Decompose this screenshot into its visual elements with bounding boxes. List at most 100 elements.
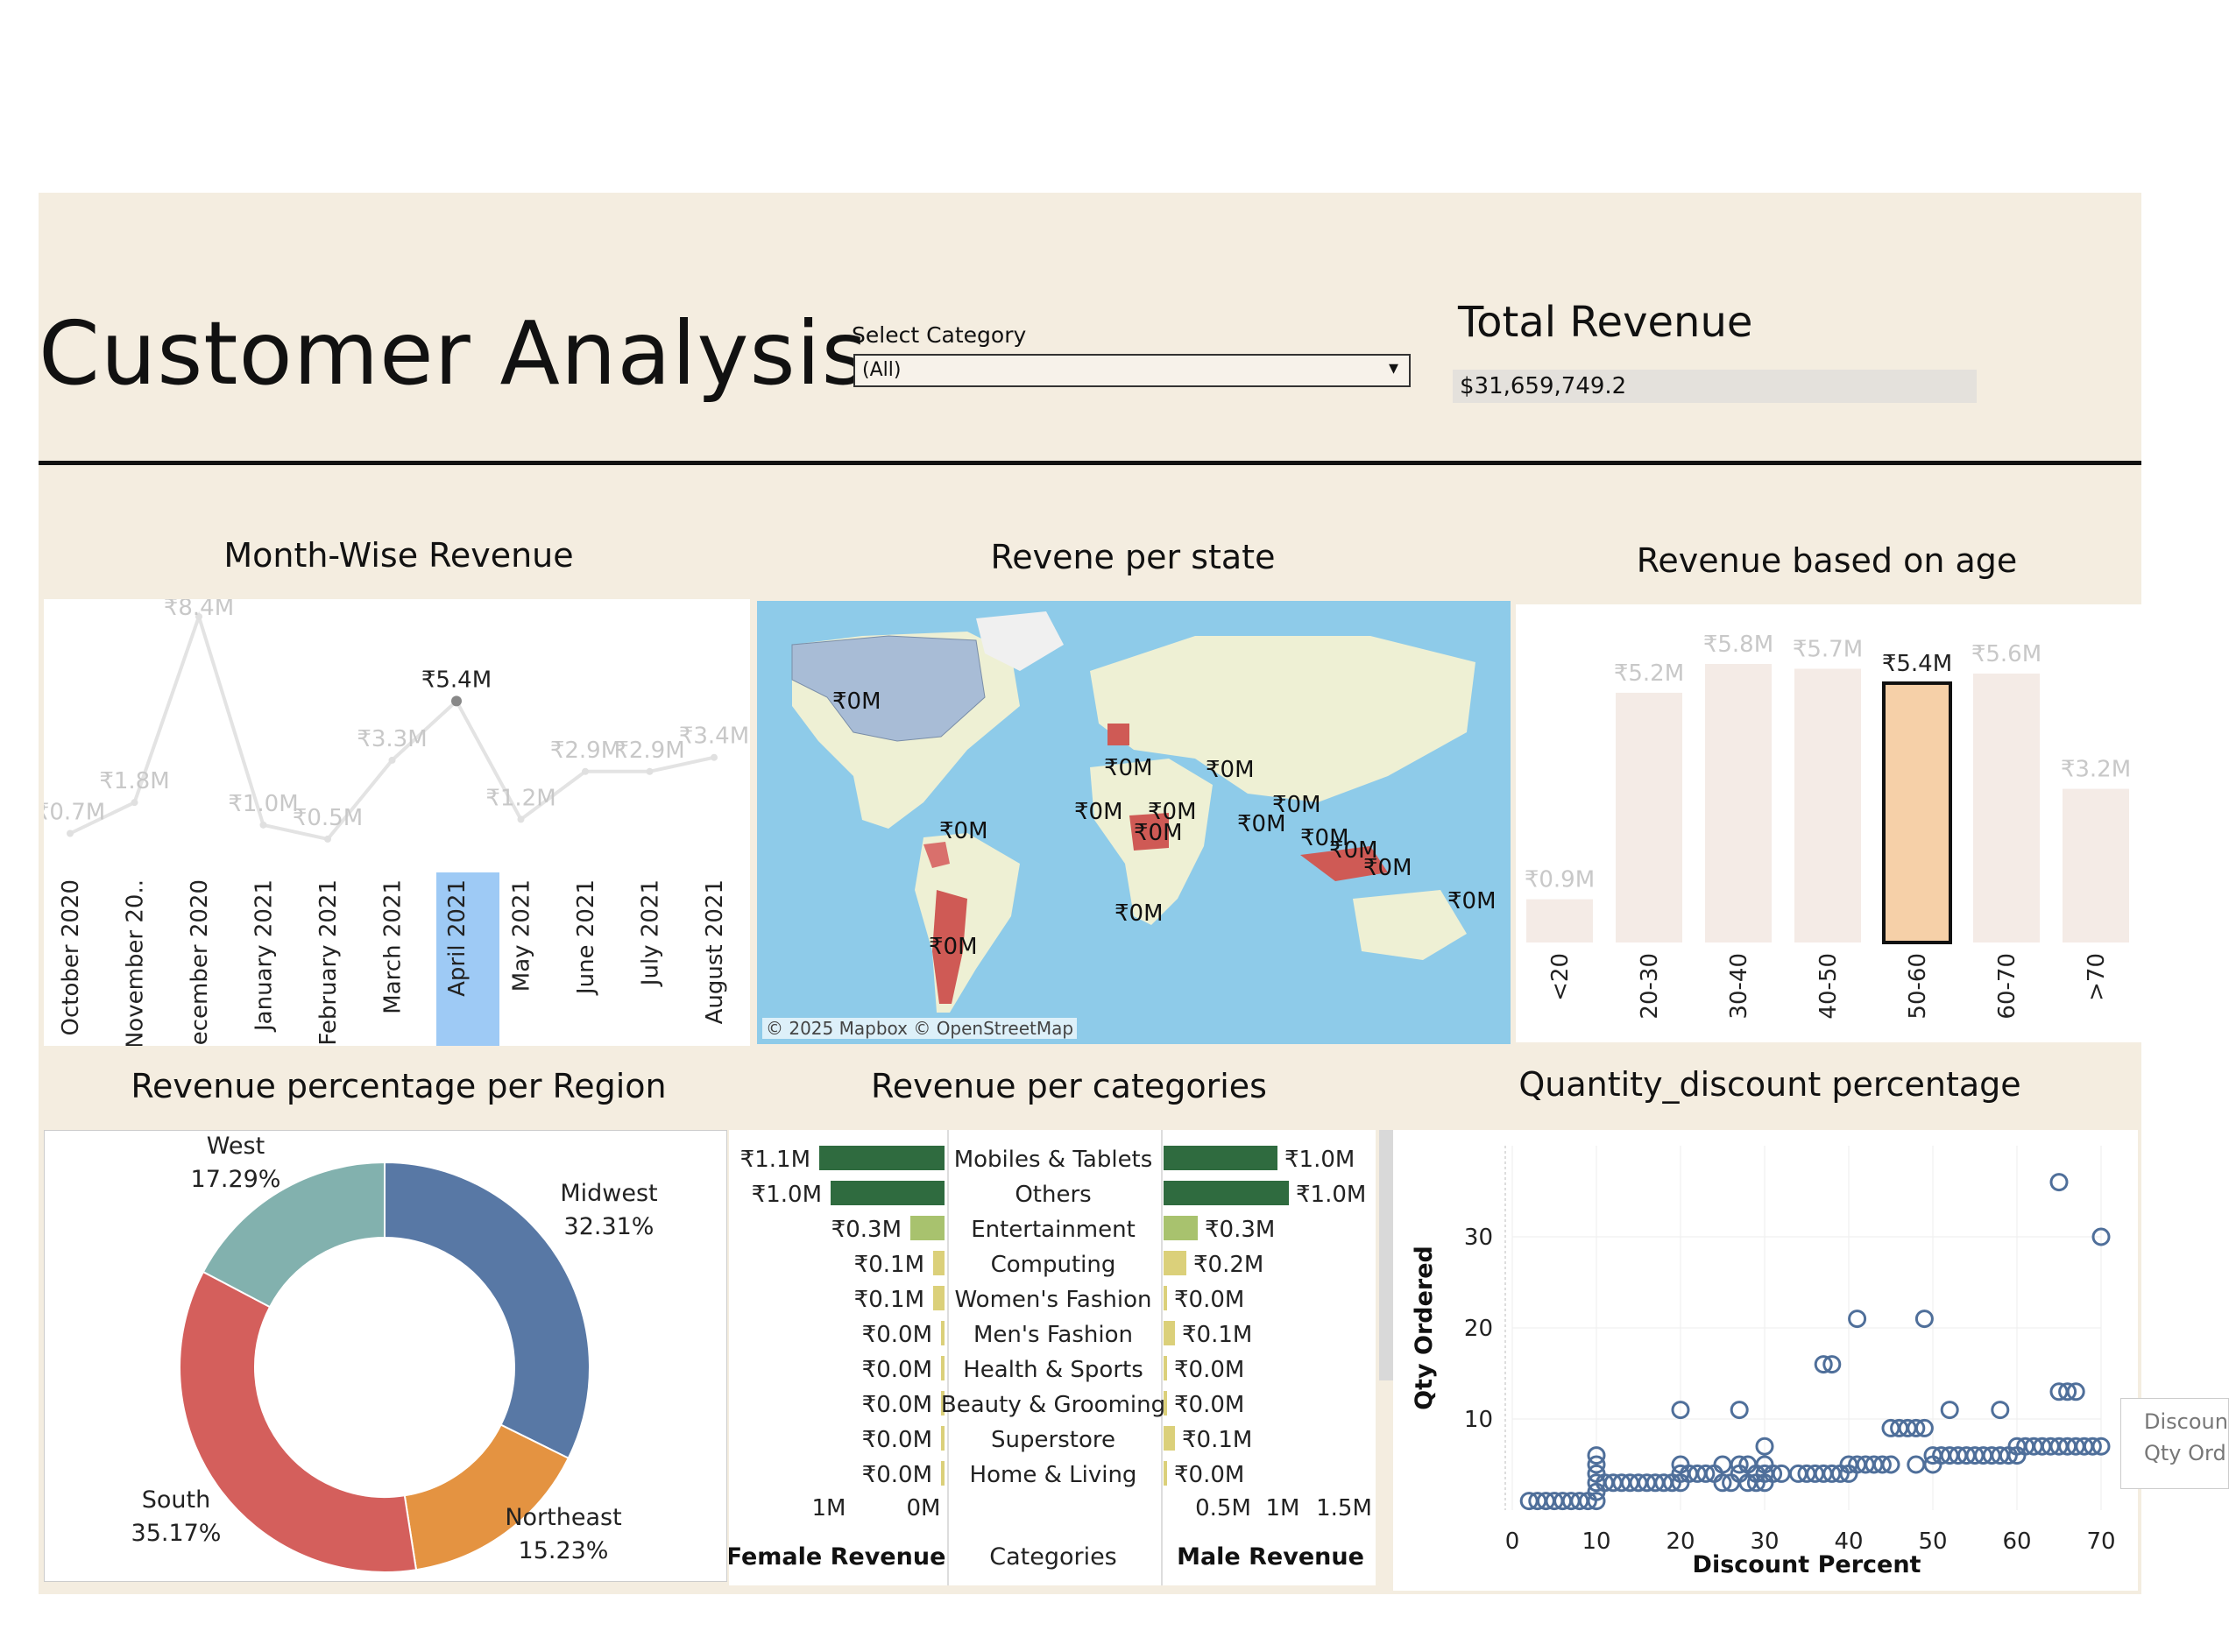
scatter-point[interactable]: [1991, 1401, 2010, 1420]
month-point[interactable]: [195, 613, 202, 620]
scatter-point[interactable]: [1907, 1418, 1926, 1437]
scatter-point[interactable]: [1881, 1455, 1900, 1474]
scatter-point[interactable]: [1848, 1310, 1867, 1329]
female-bar[interactable]: [941, 1426, 945, 1451]
map-attribution[interactable]: © 2025 Mapbox © OpenStreetMap: [762, 1018, 1078, 1039]
male-axis-title: Male Revenue: [1177, 1543, 1364, 1571]
age-bar[interactable]: [2063, 788, 2129, 942]
region-slice[interactable]: [202, 1161, 386, 1309]
male-bar[interactable]: [1164, 1181, 1289, 1205]
category-select-value: (All): [862, 359, 902, 381]
scatter-point[interactable]: [1755, 1437, 1774, 1456]
age-tick-label: <20: [1547, 953, 1574, 1001]
scatter-point[interactable]: [1940, 1401, 1959, 1420]
female-bar[interactable]: [910, 1216, 945, 1240]
page-title: Customer Analysis: [39, 302, 868, 405]
scatter-point[interactable]: [1914, 1418, 1934, 1437]
month-point[interactable]: [451, 695, 462, 707]
male-bar[interactable]: [1164, 1461, 1167, 1486]
scatter-point[interactable]: [1587, 1455, 1606, 1474]
male-bar[interactable]: [1164, 1426, 1175, 1451]
scatter-point[interactable]: [2091, 1227, 2111, 1246]
male-bar[interactable]: [1164, 1356, 1167, 1380]
male-value-label: ₹1.0M: [1284, 1147, 1355, 1173]
scatter-point[interactable]: [1696, 1464, 1716, 1483]
tooltip-line-2: Qty Ord: [2144, 1441, 2226, 1465]
male-value-label: ₹0.2M: [1193, 1252, 1263, 1278]
age-tick-label: 20-30: [1637, 953, 1663, 1020]
month-point[interactable]: [324, 835, 331, 843]
scatter-point[interactable]: [1814, 1355, 1833, 1374]
month-point[interactable]: [646, 767, 654, 775]
male-bar[interactable]: [1164, 1391, 1167, 1415]
month-point[interactable]: [711, 753, 718, 761]
month-revenue-line-chart[interactable]: ₹0.7M October 2020 ₹1.8M November 20.. ₹8.4M…: [35, 595, 750, 1063]
month-point[interactable]: [517, 815, 525, 823]
female-bar[interactable]: [941, 1321, 945, 1345]
month-value-label: ₹3.3M: [357, 726, 427, 752]
chevron-down-icon[interactable]: ▾: [1388, 357, 1398, 379]
scatter-point[interactable]: [1671, 1401, 1690, 1420]
female-bar[interactable]: [941, 1461, 945, 1486]
age-bar[interactable]: [1705, 664, 1772, 942]
colombia-region: [923, 842, 950, 868]
x-tick-label: 10: [1582, 1528, 1610, 1555]
scatter-point[interactable]: [1730, 1401, 1749, 1420]
germany-region: [1107, 724, 1129, 745]
scatter-point[interactable]: [2091, 1437, 2111, 1456]
category-butterfly-chart[interactable]: ₹1.1M Mobiles & Tablets ₹1.0M ₹1.0M Others ₹1…: [726, 1130, 1376, 1585]
region-slice[interactable]: [179, 1270, 418, 1573]
age-bar[interactable]: [1973, 673, 2040, 942]
map-value-label: ₹0M: [929, 934, 978, 960]
month-point[interactable]: [67, 830, 74, 837]
female-bar[interactable]: [819, 1146, 945, 1170]
y-axis-title: Qty Ordered: [1411, 1246, 1438, 1410]
scatter-point[interactable]: [2049, 1173, 2069, 1192]
female-bar[interactable]: [941, 1391, 945, 1415]
age-tick-label: 30-40: [1726, 953, 1752, 1020]
scatter-point[interactable]: [2058, 1382, 2077, 1401]
age-value-label: ₹0.9M: [1525, 867, 1595, 893]
male-bar[interactable]: [1164, 1321, 1175, 1345]
month-point[interactable]: [259, 821, 267, 829]
month-value-label: ₹2.9M: [614, 738, 684, 764]
scatter-point[interactable]: [1914, 1310, 1934, 1329]
female-bar[interactable]: [933, 1286, 945, 1310]
month-point[interactable]: [131, 799, 138, 807]
scatter-point[interactable]: [1907, 1455, 1926, 1474]
world-map[interactable]: [757, 601, 1511, 1044]
scatter-point[interactable]: [1872, 1455, 1892, 1474]
age-bar[interactable]: [1616, 692, 1682, 942]
month-point[interactable]: [582, 767, 589, 775]
region-percent-label: 35.17%: [131, 1520, 222, 1547]
age-bar[interactable]: [1526, 899, 1593, 942]
region-slice[interactable]: [384, 1161, 591, 1460]
month-tick-label: December 2020: [187, 879, 213, 1046]
month-point[interactable]: [388, 756, 396, 764]
category-select[interactable]: (All) ▾: [853, 354, 1411, 387]
scatter-point[interactable]: [1764, 1464, 1783, 1483]
male-bar[interactable]: [1164, 1146, 1277, 1170]
map-panel[interactable]: ₹0M ₹0M ₹0M ₹0M ₹0M ₹0M ₹0M ₹0M ₹0M ₹0M ₹0M ₹0M ₹0M ₹…: [757, 601, 1511, 1044]
region-percent-label: 17.29%: [191, 1166, 281, 1193]
age-bar[interactable]: [1794, 668, 1861, 942]
scatter-point[interactable]: [2066, 1382, 2085, 1401]
region-donut-chart[interactable]: Midwest 32.31% Northeast 15.23% South 35.17% W…: [45, 1131, 728, 1583]
female-bar[interactable]: [831, 1181, 945, 1205]
category-label: Health & Sports: [963, 1357, 1143, 1383]
scatter-point[interactable]: [2083, 1437, 2102, 1456]
female-bar[interactable]: [941, 1356, 945, 1380]
scatter-point[interactable]: [1713, 1473, 1732, 1493]
male-bar[interactable]: [1164, 1286, 1167, 1310]
scatter-point[interactable]: [1730, 1455, 1749, 1474]
scatter-point[interactable]: [1587, 1492, 1606, 1511]
scatter-point[interactable]: [1822, 1355, 1842, 1374]
age-bar[interactable]: [1882, 681, 1952, 945]
male-bar[interactable]: [1164, 1216, 1198, 1240]
female-bar[interactable]: [933, 1251, 945, 1275]
male-bar[interactable]: [1164, 1251, 1186, 1275]
age-revenue-bar-chart[interactable]: ₹0.9M <20 ₹5.2M 20-30 ₹5.8M 30-40 ₹5.7M 40-50 ₹5…: [1516, 604, 2141, 1042]
scatter-point[interactable]: [1587, 1446, 1606, 1465]
male-value-label: ₹0.3M: [1205, 1217, 1275, 1243]
